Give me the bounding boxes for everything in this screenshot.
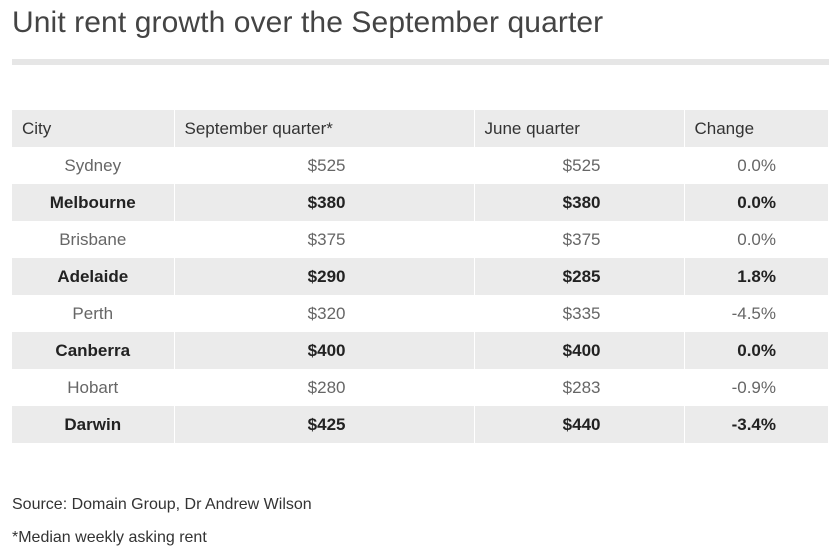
june-quarter-cell: $375 (474, 221, 685, 258)
september-quarter-cell: $290 (174, 258, 475, 295)
city-cell: Canberra (12, 332, 175, 369)
column-header-city: City (12, 110, 175, 147)
table-row: Canberra $400 $400 0.0% (12, 332, 828, 369)
september-quarter-cell: $400 (174, 332, 475, 369)
change-cell: 0.0% (684, 221, 828, 258)
september-quarter-cell: $280 (174, 369, 475, 406)
city-cell: Perth (12, 295, 175, 332)
september-quarter-cell: $320 (174, 295, 475, 332)
city-cell: Darwin (12, 406, 175, 443)
change-cell: -3.4% (684, 406, 828, 443)
title-divider (12, 59, 829, 65)
column-header-june-quarter: June quarter (474, 110, 685, 147)
change-cell: 1.8% (684, 258, 828, 295)
change-cell: 0.0% (684, 184, 828, 221)
june-quarter-cell: $525 (474, 147, 685, 184)
table-row: Melbourne $380 $380 0.0% (12, 184, 828, 221)
change-cell: 0.0% (684, 332, 828, 369)
table-row: Adelaide $290 $285 1.8% (12, 258, 828, 295)
column-header-change: Change (684, 110, 828, 147)
page-title: Unit rent growth over the September quar… (12, 6, 604, 39)
change-cell: -4.5% (684, 295, 828, 332)
table-row: Hobart $280 $283 -0.9% (12, 369, 828, 406)
table-row: Sydney $525 $525 0.0% (12, 147, 828, 184)
city-cell: Hobart (12, 369, 175, 406)
june-quarter-cell: $380 (474, 184, 685, 221)
city-cell: Sydney (12, 147, 175, 184)
change-cell: 0.0% (684, 147, 828, 184)
column-header-september-quarter: September quarter* (174, 110, 475, 147)
june-quarter-cell: $440 (474, 406, 685, 443)
change-cell: -0.9% (684, 369, 828, 406)
rent-table: City September quarter* June quarter Cha… (12, 110, 828, 443)
city-cell: Adelaide (12, 258, 175, 295)
footnote-median-rent: *Median weekly asking rent (12, 529, 207, 546)
june-quarter-cell: $400 (474, 332, 685, 369)
city-cell: Brisbane (12, 221, 175, 258)
june-quarter-cell: $285 (474, 258, 685, 295)
table-row: Perth $320 $335 -4.5% (12, 295, 828, 332)
table-row: Darwin $425 $440 -3.4% (12, 406, 828, 443)
september-quarter-cell: $425 (174, 406, 475, 443)
september-quarter-cell: $380 (174, 184, 475, 221)
table-row: Brisbane $375 $375 0.0% (12, 221, 828, 258)
september-quarter-cell: $525 (174, 147, 475, 184)
june-quarter-cell: $335 (474, 295, 685, 332)
september-quarter-cell: $375 (174, 221, 475, 258)
source-note: Source: Domain Group, Dr Andrew Wilson (12, 496, 312, 513)
table-header-row: City September quarter* June quarter Cha… (12, 110, 828, 147)
city-cell: Melbourne (12, 184, 175, 221)
june-quarter-cell: $283 (474, 369, 685, 406)
